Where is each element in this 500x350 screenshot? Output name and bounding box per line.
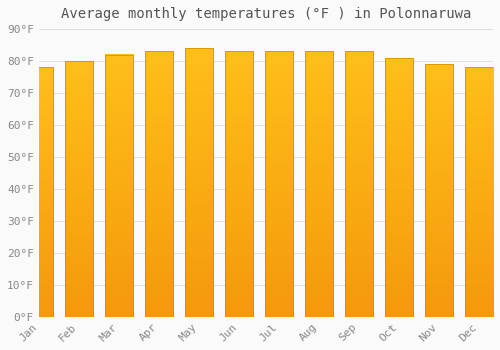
Bar xyxy=(25,68,53,317)
Bar xyxy=(265,51,293,317)
Bar xyxy=(385,58,413,317)
Bar xyxy=(305,51,333,317)
Title: Average monthly temperatures (°F ) in Polonnaruwa: Average monthly temperatures (°F ) in Po… xyxy=(60,7,471,21)
Bar xyxy=(465,68,493,317)
Bar xyxy=(345,51,373,317)
Bar xyxy=(225,51,253,317)
Bar xyxy=(65,61,93,317)
Bar xyxy=(425,64,453,317)
Bar xyxy=(105,55,133,317)
Bar xyxy=(145,51,173,317)
Bar xyxy=(185,48,213,317)
